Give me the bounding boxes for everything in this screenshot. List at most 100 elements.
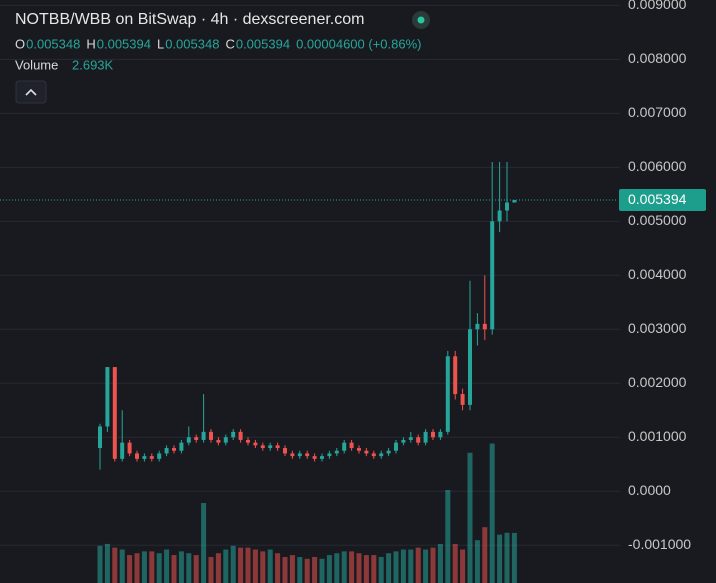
candle-body [179,442,184,451]
ohlc-key: L [157,36,164,51]
y-tick-label: 0.001000 [628,428,687,444]
candle-body [201,431,206,440]
volume-bar [334,553,340,583]
candle-body [164,448,169,454]
ohlc-value: 0.005348 [26,36,80,51]
volume-bar [319,558,325,583]
last-price-label: 0.005394 [628,191,687,207]
y-tick-label: 0.006000 [628,158,687,174]
candle-body [238,431,243,440]
candle-body [305,453,310,457]
grid [0,4,620,546]
candle-body [349,442,354,449]
volume-bar [134,553,140,583]
volume-bar [504,532,510,583]
candle-body [401,439,406,443]
candle-body [505,202,509,211]
candle-body [490,221,495,330]
last-price-box [619,189,706,212]
candle-body [268,445,273,449]
volume-bar [215,553,221,583]
y-tick-label: 0.007000 [628,104,687,120]
candle-body [260,445,265,449]
candle-body [231,431,236,438]
volume-bar [201,503,207,583]
y-tick-label: 0.003000 [628,320,687,336]
ohlc-key: O [15,36,25,51]
volume-bar [489,443,495,583]
volume-bar [452,543,458,583]
candle-body [438,431,443,438]
candle-body [371,453,376,457]
volume-bar [193,555,199,583]
y-tick-label: 0.0000 [628,482,671,498]
candle-body [468,329,472,405]
volume-bar [400,549,406,583]
y-tick-label: 0.009000 [628,0,687,12]
candle-body [445,356,450,432]
candle-body [357,448,361,451]
volume-bar [408,549,414,583]
candle-body [386,450,391,454]
volume-bar [282,556,288,583]
candle-body [475,323,480,330]
volume-bar [156,553,162,583]
y-tick-label: 0.002000 [628,374,687,390]
candle-body [290,453,295,457]
candle-body [342,442,347,451]
ohlc-value: 0.005394 [97,36,151,51]
candle-body [327,453,332,457]
volume-bar [304,558,310,583]
volume-bar [312,556,318,583]
volume-bar [208,556,214,583]
volume-bar [252,549,258,583]
candle-body [246,439,250,443]
volume-bar [497,534,503,583]
collapse-button[interactable] [15,80,47,104]
candle-body [460,394,465,405]
candle-body [275,445,280,449]
price-change: 0.00004600 (+0.86%) [296,36,421,51]
volume-bar [230,545,236,583]
candle-body [186,437,191,443]
ohlc-key: H [86,36,95,51]
volume-bar [223,549,229,583]
chevron-icon [25,88,37,96]
volume-bar [341,551,347,583]
volume-value: 2.693K [72,57,114,72]
volume-bar [119,549,125,583]
volume-bar [363,555,369,583]
volume-bar [260,551,266,583]
candle-body [283,448,287,454]
status-dot [417,16,425,24]
volume-bar [356,553,362,583]
candle-body [423,431,428,443]
header: NOTBB/WBB on BitSwap · 4h · dexscreener.… [15,11,430,104]
volume-bar [378,556,384,583]
candle-body [135,453,139,459]
volume-layer [97,443,517,583]
volume-bar [415,547,421,583]
candle-body [127,442,132,454]
volume-bar [445,490,451,583]
volume-bar [149,551,155,583]
volume-bar [467,452,473,583]
volume-bar [430,547,436,583]
volume-bar [371,555,377,583]
candle-layer [98,161,517,470]
y-tick-label: 0.004000 [628,266,687,282]
volume-bar [164,549,170,583]
candle-body [120,442,125,459]
volume-bar [349,551,355,583]
volume-label: Volume [15,57,58,72]
ohlc-key: C [225,36,234,51]
volume-bar [511,532,517,583]
candle-body [408,437,413,440]
chart-title: NOTBB/WBB on BitSwap · 4h · dexscreener.… [15,11,364,28]
candle-body [216,439,221,443]
candle-body [209,431,213,440]
candle-body [453,356,458,395]
